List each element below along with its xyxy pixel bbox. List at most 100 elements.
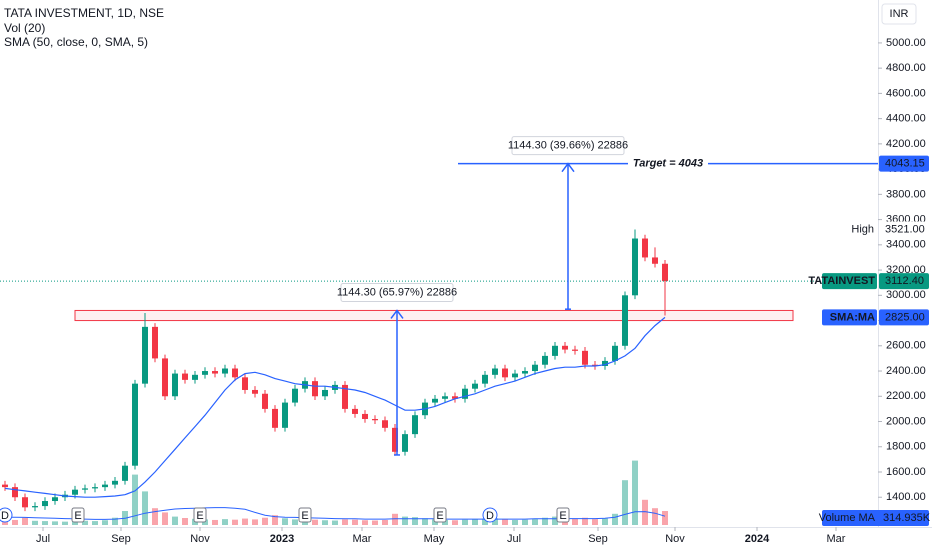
x-tick-label: 2024 [745,533,770,545]
x-tick-label: Jul [507,533,521,545]
candle-body [232,368,238,378]
volume-bar [222,519,228,525]
candle-body [212,371,218,374]
candle-body [442,396,448,399]
candle-body [292,388,298,403]
y-tick-label: 3400.00 [886,239,926,251]
y-tick-label: 1400.00 [886,491,926,503]
y-tick-label: 5000.00 [886,37,926,49]
volume-bar [232,519,238,525]
chart-title: TATA INVESTMENT, 1D, NSE [4,6,164,20]
candle-body [322,389,328,397]
volume-bar [482,518,488,525]
volume-ma-name: Volume MA [819,512,876,524]
volume-bar [602,518,608,525]
x-tick-label: May [424,533,445,545]
x-tick-label: Nov [190,533,210,545]
currency-box[interactable] [881,3,917,25]
volume-bar [32,520,38,525]
candle-body [152,326,158,359]
candle-body [92,487,98,489]
volume-bar [282,518,288,525]
earnings-marker [556,507,570,523]
candle-body [492,368,498,375]
volume-bar [292,519,298,525]
earnings-marker [71,507,85,523]
event-label: E [559,510,566,522]
event-label: D [486,510,494,522]
candle-body [22,497,28,508]
candle-body [382,420,388,428]
sma-line [4,316,666,498]
y-tick-label: 4200.00 [886,138,926,150]
volume-bar [532,519,538,525]
volume-bar [622,480,628,525]
volume-bar [662,511,668,525]
measure-label-box [511,136,625,156]
candle-body [632,238,638,296]
volume-bar [552,516,558,525]
dividend-marker [0,507,13,523]
candle-body [252,389,258,394]
candle-body [12,487,18,498]
price-badge-name: High [851,223,874,235]
resistance-zone [74,309,794,322]
measure-label: 1144.30 (39.66%) 22886 [508,140,628,152]
volume-bar [462,519,468,525]
candle-body [652,257,658,264]
indicator-label: Vol (20) [4,21,45,35]
price-badge [879,221,929,238]
candle-body [432,398,438,403]
volume-bar [332,520,338,525]
volume-bar [52,521,58,525]
candle-body [262,393,268,409]
candle-body [392,427,398,452]
candle-body [132,383,138,466]
volume-bar [502,519,508,525]
x-tick-label: Jul [36,533,50,545]
price-badge [879,273,929,290]
indicator-label: SMA (50, close, 0, SMA, 5) [4,35,148,49]
candle-body [452,396,458,399]
x-tick-label: Sep [111,533,131,545]
candle-body [202,371,208,375]
event-label: E [436,510,443,522]
candle-body [372,418,378,421]
volume-bar [612,513,618,525]
y-tick-label: 4600.00 [886,87,926,99]
volume-bar [512,519,518,525]
candle-body [162,358,168,397]
candle-body [352,408,358,414]
volume-bar [92,521,98,525]
volume-bar [572,518,578,525]
volume-bar [362,520,368,525]
volume-bar [252,519,258,525]
volume-bar [162,512,168,525]
candle-body [192,374,198,380]
candle-body [312,381,318,397]
y-tick-label: 4400.00 [886,113,926,125]
candle-body [2,484,8,488]
volume-bar [382,519,388,525]
volume-bar [412,517,418,525]
volume-bar [642,499,648,525]
volume-bar [352,519,358,525]
candle-body [662,263,668,282]
volume-bar [182,518,188,525]
y-tick-label: 3800.00 [886,188,926,200]
candle-body [52,497,58,502]
candle-body [122,465,128,481]
candle-body [182,373,188,380]
price-badge-name: TATAINVEST [808,275,875,287]
candle-body [552,345,558,356]
x-tick-label: 2023 [270,533,294,545]
volume-bar [142,491,148,525]
volume-bar [272,515,278,525]
price-badge-value: 3112.40 [885,275,924,287]
candle-body [282,402,288,428]
volume-bar [632,460,638,525]
volume-ma-line [5,507,666,520]
volume-bar [372,520,378,525]
currency[interactable]: INR [890,8,909,20]
